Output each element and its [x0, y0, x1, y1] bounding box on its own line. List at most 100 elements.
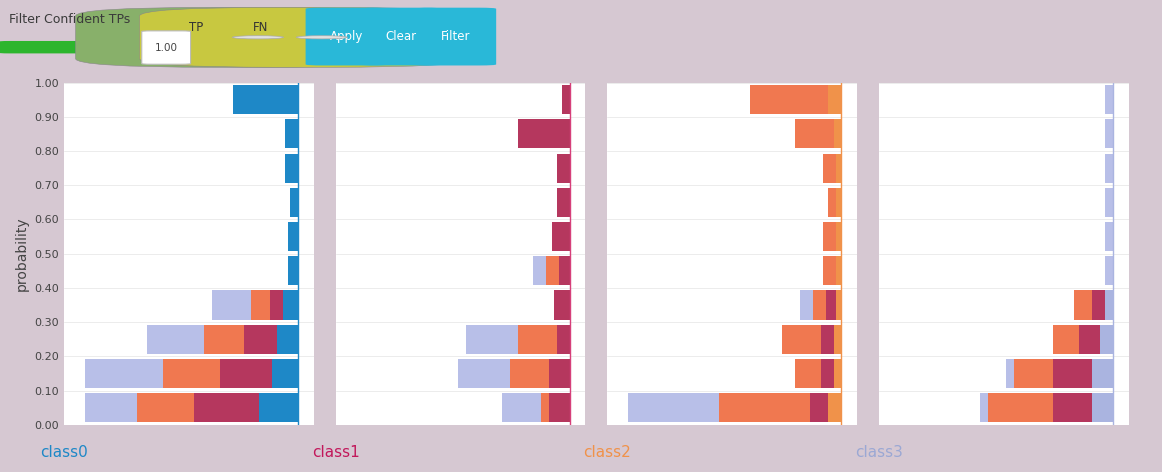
Bar [562, 290, 569, 320]
Circle shape [232, 36, 284, 39]
FancyBboxPatch shape [306, 8, 387, 66]
Bar [1092, 393, 1113, 422]
Y-axis label: probability: probability [15, 216, 29, 291]
FancyBboxPatch shape [76, 8, 403, 67]
Text: Filter: Filter [440, 30, 471, 43]
Bar [627, 393, 719, 422]
Bar [148, 325, 205, 354]
Bar [234, 85, 299, 114]
Bar [981, 393, 988, 422]
Bar [285, 153, 299, 183]
Bar [1053, 325, 1079, 354]
Text: class2: class2 [583, 446, 631, 460]
Bar [837, 188, 841, 217]
Text: 1.00: 1.00 [155, 43, 178, 53]
Text: class1: class1 [311, 446, 359, 460]
Bar [833, 325, 841, 354]
Bar [548, 359, 569, 388]
Bar [518, 325, 557, 354]
Bar [559, 256, 569, 286]
Bar [251, 290, 270, 320]
Bar [290, 188, 299, 217]
Bar [1105, 256, 1113, 286]
Bar [1100, 325, 1113, 354]
Bar [85, 359, 163, 388]
Bar [288, 256, 299, 286]
Bar [812, 290, 826, 320]
Bar [510, 359, 548, 388]
Bar [137, 393, 194, 422]
Bar [205, 325, 244, 354]
FancyBboxPatch shape [142, 31, 191, 64]
Bar [85, 393, 137, 422]
Bar [829, 393, 841, 422]
Bar [502, 393, 541, 422]
Bar [837, 222, 841, 251]
Bar [820, 325, 833, 354]
Bar [163, 359, 220, 388]
Bar [541, 393, 548, 422]
Text: FN: FN [253, 21, 268, 34]
Bar [829, 188, 837, 217]
Bar [823, 153, 837, 183]
Text: Apply: Apply [330, 30, 363, 43]
Bar [244, 325, 278, 354]
Bar [548, 393, 569, 422]
Bar [795, 359, 820, 388]
Bar [1079, 325, 1100, 354]
Bar [278, 325, 299, 354]
Bar [820, 359, 833, 388]
Bar [562, 85, 569, 114]
Bar [557, 153, 569, 183]
Bar [1053, 393, 1092, 422]
Text: class3: class3 [855, 446, 903, 460]
Bar [837, 256, 841, 286]
Text: class0: class0 [40, 446, 88, 460]
Text: Filter Confident TPs: Filter Confident TPs [9, 13, 130, 26]
Bar [518, 119, 569, 149]
Bar [220, 359, 272, 388]
Text: Clear: Clear [386, 30, 416, 43]
Bar [1014, 359, 1053, 388]
Bar [833, 119, 841, 149]
Bar [259, 393, 299, 422]
Bar [719, 393, 810, 422]
Bar [1092, 359, 1113, 388]
Bar [282, 290, 299, 320]
Bar [1105, 85, 1113, 114]
Bar [823, 256, 837, 286]
Bar [1105, 188, 1113, 217]
Bar [557, 188, 569, 217]
FancyBboxPatch shape [0, 41, 166, 53]
Bar [837, 153, 841, 183]
Bar [1006, 359, 1014, 388]
Bar [557, 325, 569, 354]
FancyBboxPatch shape [415, 8, 496, 66]
Bar [837, 290, 841, 320]
Circle shape [296, 36, 347, 39]
Bar [546, 256, 559, 286]
Bar [552, 222, 569, 251]
Bar [782, 325, 820, 354]
Bar [795, 119, 833, 149]
Bar [751, 85, 829, 114]
Bar [1074, 290, 1092, 320]
Bar [988, 393, 1053, 422]
Bar [1053, 359, 1092, 388]
Bar [533, 256, 546, 286]
Bar [1092, 290, 1105, 320]
FancyBboxPatch shape [360, 8, 442, 66]
Bar [833, 359, 841, 388]
FancyBboxPatch shape [139, 8, 467, 67]
Bar [1105, 153, 1113, 183]
Text: TP: TP [189, 21, 203, 34]
Bar [285, 119, 299, 149]
Bar [458, 359, 510, 388]
Bar [799, 290, 812, 320]
Bar [1105, 119, 1113, 149]
Bar [194, 393, 259, 422]
Bar [466, 325, 518, 354]
Bar [810, 393, 829, 422]
Bar [1105, 290, 1113, 320]
Bar [829, 85, 841, 114]
